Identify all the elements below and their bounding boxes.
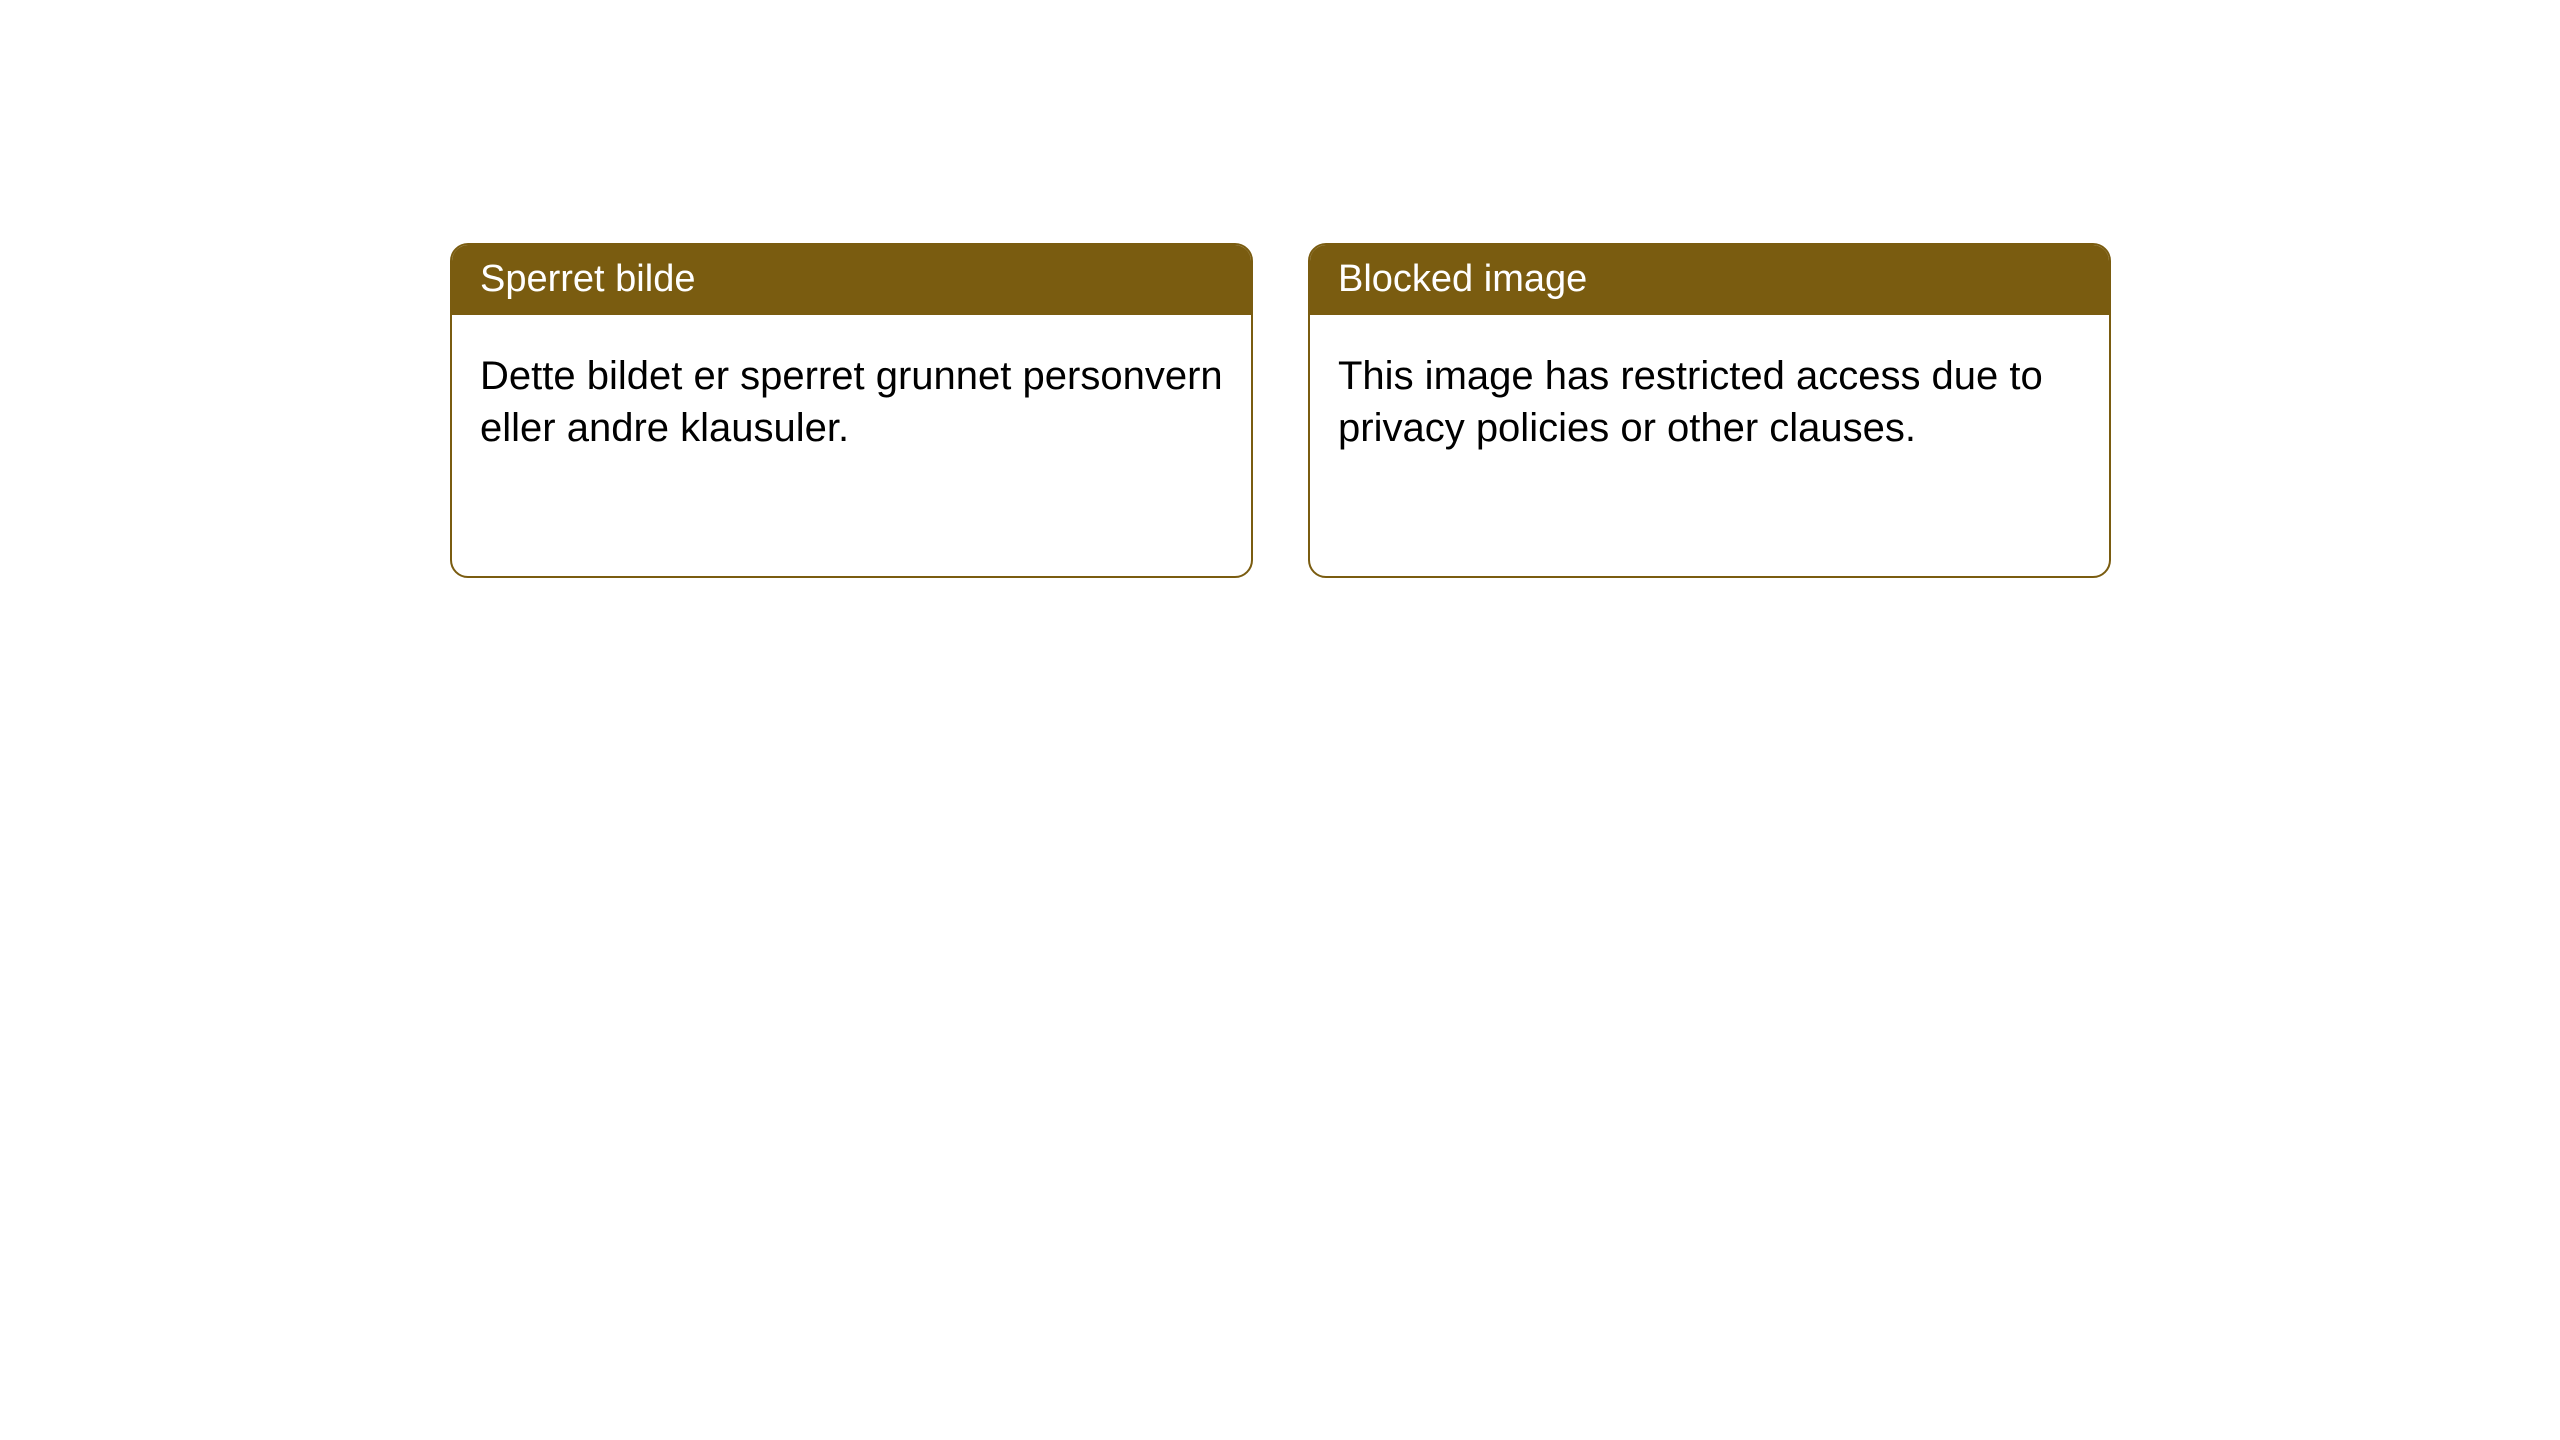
notice-body-norwegian: Dette bildet er sperret grunnet personve… — [452, 315, 1251, 489]
notice-header-english: Blocked image — [1310, 245, 2109, 315]
notice-card-english: Blocked image This image has restricted … — [1308, 243, 2111, 578]
notice-card-norwegian: Sperret bilde Dette bildet er sperret gr… — [450, 243, 1253, 578]
notice-body-english: This image has restricted access due to … — [1310, 315, 2109, 489]
notice-header-norwegian: Sperret bilde — [452, 245, 1251, 315]
notice-container: Sperret bilde Dette bildet er sperret gr… — [450, 243, 2111, 578]
